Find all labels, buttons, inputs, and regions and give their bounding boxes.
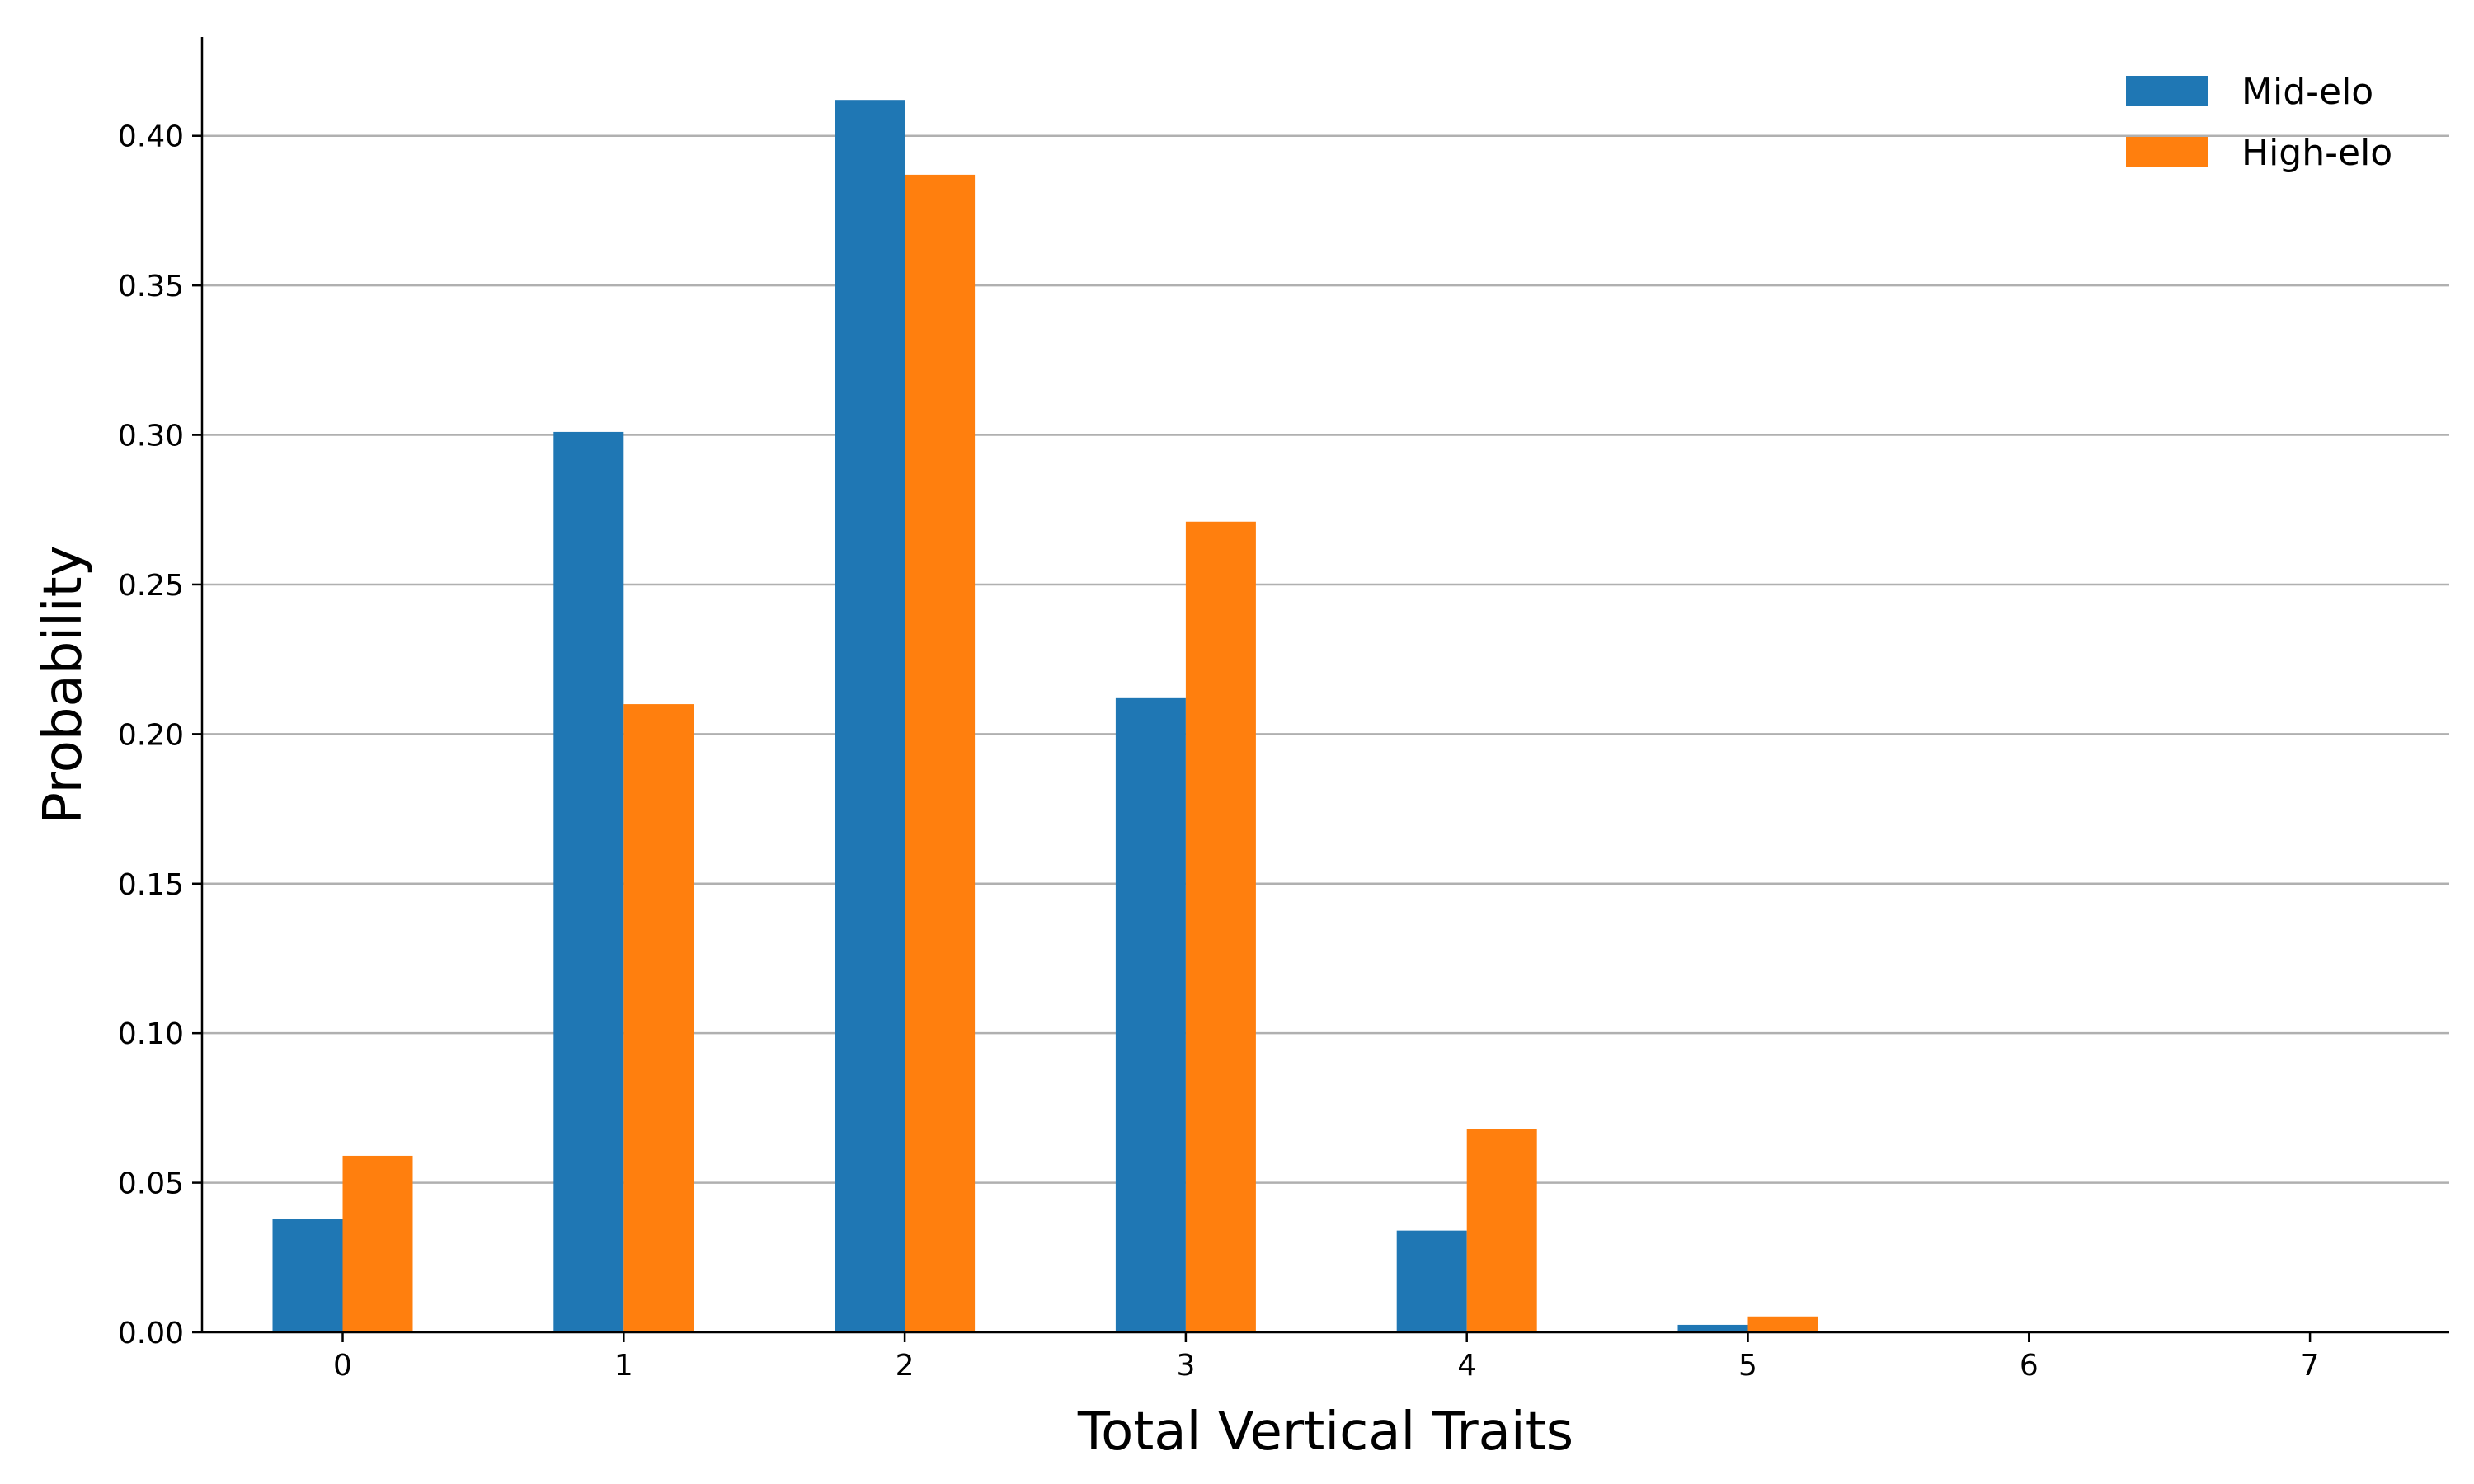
- ticks-layer: 0.00 0.05 0.10 0.15 0.20 0.25 0.30 0.35 0.40 0 1 2 3…: [118, 120, 2320, 1383]
- x-tick-label: 2: [896, 1349, 915, 1383]
- legend-label-mid-elo: Mid-elo: [2241, 71, 2373, 113]
- x-tick-label: 5: [1738, 1349, 1757, 1383]
- bar-mid-elo-3: [1115, 697, 1186, 1332]
- bar-high-elo-1: [623, 704, 694, 1332]
- bar-mid-elo-2: [835, 100, 905, 1333]
- y-tick-label: 0.05: [118, 1167, 184, 1201]
- legend-label-high-elo: High-elo: [2241, 132, 2392, 174]
- y-tick-label: 0.10: [118, 1017, 184, 1051]
- y-axis-title: Probability: [33, 545, 94, 824]
- bar-high-elo-2: [905, 174, 976, 1332]
- bar-mid-elo-1: [553, 431, 624, 1332]
- bar-high-elo-3: [1185, 521, 1256, 1332]
- grid-layer: [202, 134, 2449, 1184]
- x-tick-label: 0: [333, 1349, 352, 1383]
- y-tick-label: 0.40: [118, 120, 184, 154]
- x-tick-label: 1: [614, 1349, 633, 1383]
- y-tick-label: 0.00: [118, 1317, 184, 1350]
- bar-high-elo-0: [342, 1155, 413, 1332]
- bar-high-elo-4: [1466, 1129, 1537, 1332]
- y-tick-label: 0.35: [118, 270, 184, 303]
- bar-mid-elo-4: [1396, 1230, 1467, 1332]
- axes-layer: [200, 37, 2449, 1334]
- x-tick-label: 3: [1176, 1349, 1195, 1383]
- x-tick-label: 7: [2301, 1349, 2320, 1383]
- bars-layer: [272, 100, 1818, 1333]
- legend-swatch-high-elo: [2126, 137, 2208, 167]
- x-tick-label: 6: [2020, 1349, 2039, 1383]
- bar-mid-elo-5: [1677, 1324, 1748, 1332]
- bar-high-elo-5: [1747, 1316, 1818, 1332]
- x-axis-title: Total Vertical Traits: [1077, 1402, 1573, 1463]
- bar-mid-elo-0: [272, 1219, 343, 1332]
- legend-swatch-mid-elo: [2126, 76, 2208, 106]
- y-tick-label: 0.30: [118, 420, 184, 453]
- legend: Mid-elo High-elo: [2126, 71, 2392, 174]
- y-tick-label: 0.25: [118, 569, 184, 603]
- x-tick-label: 4: [1457, 1349, 1476, 1383]
- y-tick-label: 0.15: [118, 868, 184, 902]
- y-tick-label: 0.20: [118, 718, 184, 752]
